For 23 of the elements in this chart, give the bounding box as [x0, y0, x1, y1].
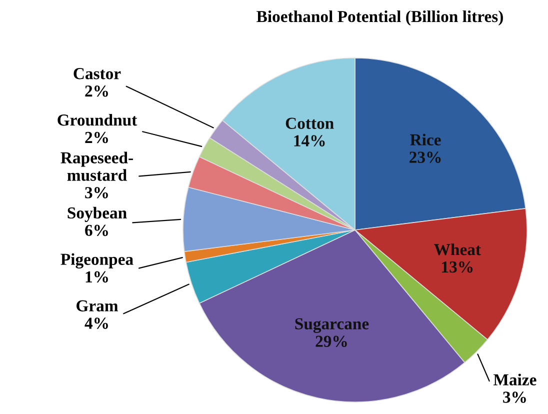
data-label: 14% — [294, 135, 325, 146]
data-label: 4% — [84, 318, 108, 329]
slice-label: Gram — [76, 300, 118, 312]
data-label: 2% — [85, 132, 108, 144]
slice-label: Soybean — [68, 206, 127, 222]
slice-label: Sugarcane — [295, 318, 369, 333]
slice-label: Pigeonpea — [60, 253, 134, 268]
slice-label: Wheat — [434, 243, 481, 256]
data-label: 6% — [85, 224, 108, 236]
data-label: 3% — [85, 187, 108, 198]
data-label: 13% — [442, 261, 473, 273]
data-label: 2% — [85, 85, 108, 97]
slice-label: Maize — [494, 374, 536, 386]
data-label: 3% — [503, 392, 526, 403]
slice-label: Cotton — [286, 118, 334, 129]
slice-label: Rice — [410, 134, 441, 146]
data-label: 29% — [316, 336, 347, 348]
slice-label: Rapeseed-mustard — [60, 152, 133, 181]
slice-label: Castor — [74, 68, 121, 80]
data-label: 23% — [410, 152, 441, 163]
chart-title: Bioethanol Potential (Billion litres) — [256, 10, 503, 26]
slice-label: Groundnut — [58, 114, 138, 126]
data-label: 1% — [86, 271, 108, 283]
